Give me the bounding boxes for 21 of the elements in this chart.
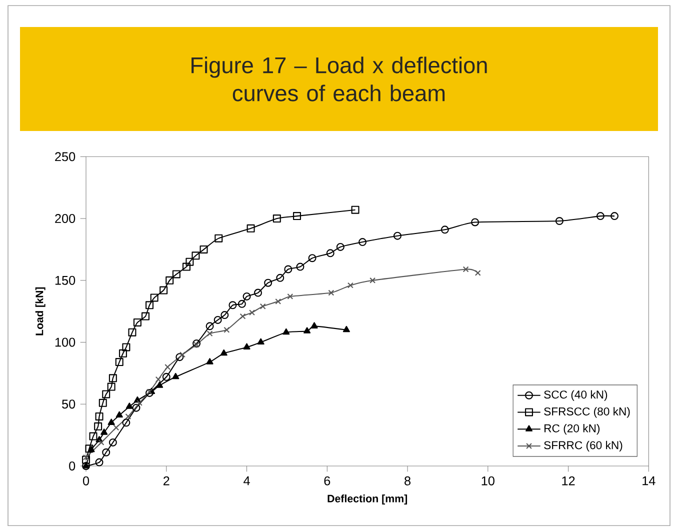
y-axis-title: Load [kN]: [35, 287, 46, 336]
y-tick-label: 250: [55, 152, 76, 162]
x-axis-title: Deflection [mm]: [328, 494, 408, 504]
x-tick-label: 2: [163, 476, 170, 486]
x-tick-label: 6: [324, 476, 330, 486]
y-tick-label: 200: [55, 214, 76, 224]
x-tick-label: 12: [562, 476, 575, 486]
x-tick-label: 14: [642, 476, 656, 486]
legend-label: RC (20 kN): [544, 424, 600, 435]
x-tick-label: 4: [244, 476, 250, 486]
y-tick-label: 150: [55, 276, 76, 285]
y-tick-label: 100: [55, 338, 76, 347]
chart-title: Figure 17 – Load x deflection curves of each beam: [192, 56, 487, 102]
x-tick-label: 8: [404, 476, 411, 486]
x-tick-label: 10: [482, 476, 494, 486]
legend-label: SFRSCC (80 kN): [544, 407, 630, 418]
y-tick-label: 50: [62, 400, 76, 409]
x-tick-label: 0: [82, 476, 90, 486]
y-tick-label: 0: [69, 462, 76, 470]
legend-label: SCC (40 kN): [544, 390, 608, 401]
legend-label: SFRRC (60 kN): [544, 440, 622, 452]
